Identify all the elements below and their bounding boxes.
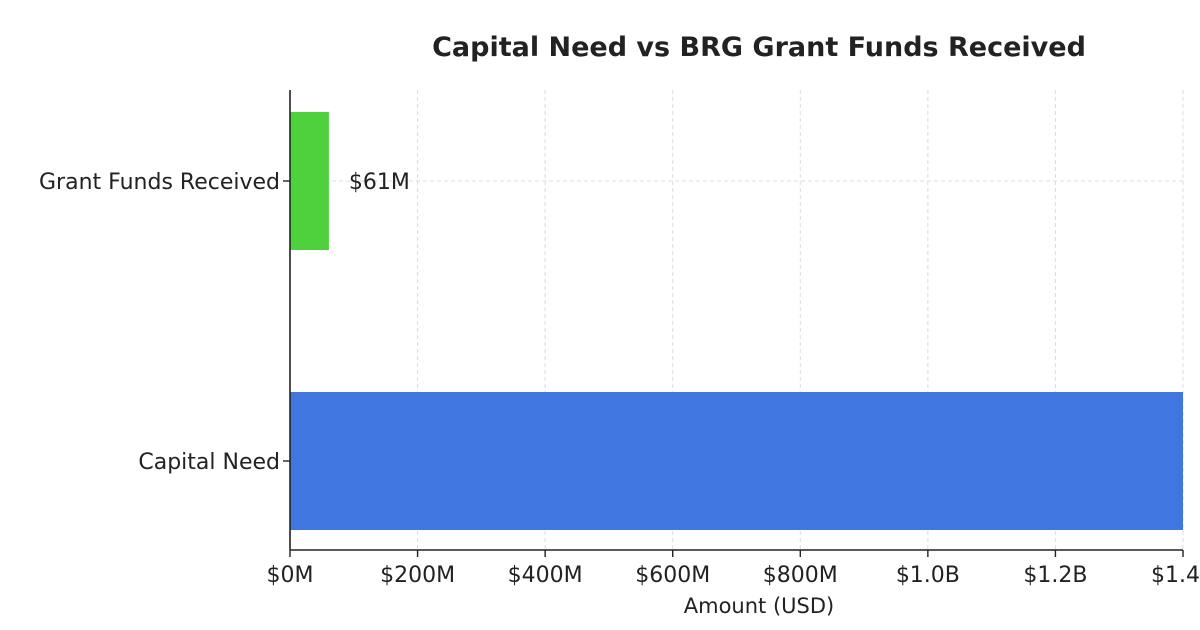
axes <box>283 90 1184 557</box>
x-tick-label: $200M <box>380 563 455 588</box>
bars <box>290 112 1183 530</box>
x-tick-label: $600M <box>635 563 710 588</box>
x-tick-label: $800M <box>763 563 838 588</box>
chart-title: Capital Need vs BRG Grant Funds Received <box>432 32 1086 63</box>
data-label: $61M <box>349 170 410 195</box>
category-label: Capital Need <box>138 450 280 475</box>
x-tick-label: $1.2B <box>1023 563 1087 588</box>
x-tick-label: $400M <box>508 563 583 588</box>
category-label: Grant Funds Received <box>39 170 280 195</box>
bar <box>290 392 1183 530</box>
x-axis-label: Amount (USD) <box>684 594 834 618</box>
x-tick-label: $1.0B <box>896 563 960 588</box>
labels: $0M $200M $400M $600M $800M $1.0B $1.2B $1.4B Gr… <box>39 170 1200 588</box>
x-tick-label: $1.4B <box>1151 563 1200 588</box>
bar <box>290 112 329 250</box>
x-tick-label: $0M <box>267 563 314 588</box>
